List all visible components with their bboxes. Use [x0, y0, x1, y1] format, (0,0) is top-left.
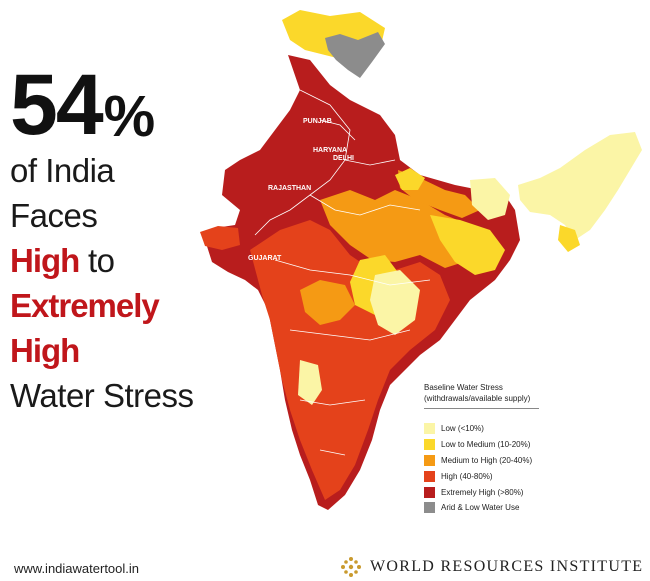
emphasis-high: High [10, 242, 80, 279]
map-region-northeast [518, 132, 642, 240]
legend-label: Low (<10%) [441, 424, 484, 434]
legend-swatch [424, 502, 435, 514]
map-region-low-3 [298, 360, 322, 405]
label-haryana: HARYANA [313, 147, 347, 154]
legend-swatch [424, 454, 435, 466]
india-water-stress-map: PUNJAB HARYANA DELHI RAJASTHAN GUJARAT [200, 10, 642, 510]
headline-line-water-stress: Water Stress [10, 377, 194, 414]
map-region-medium-high-2 [300, 280, 355, 325]
state-borders [254, 89, 431, 456]
map-region-northeast-low-medium [558, 225, 580, 252]
wri-name: WORLD RESOURCES INSTITUTE [370, 558, 644, 575]
map-region-low [370, 270, 420, 335]
legend-item: Low (<10%) [424, 421, 624, 437]
headline-line-3: High to [10, 238, 210, 283]
emphasis-extremely: Extremely [10, 287, 160, 324]
legend-item: Arid & Low Water Use [424, 500, 624, 516]
map-region-arid [325, 32, 385, 78]
legend-item: Low to Medium (10-20%) [424, 437, 624, 453]
legend-title: Baseline Water Stress (withdrawals/avail… [424, 382, 539, 409]
label-rajasthan: RAJASTHAN [268, 185, 311, 192]
legend-title-line-1: Baseline Water Stress [424, 383, 503, 392]
map-region-kutch [200, 226, 240, 250]
legend-item: Medium to High (20-40%) [424, 453, 624, 469]
legend-title-line-2: (withdrawals/available supply) [424, 394, 531, 403]
map-region-low-2 [470, 178, 510, 220]
legend-swatch [424, 423, 435, 435]
legend-swatch [424, 470, 435, 482]
legend-swatch [424, 439, 435, 451]
percent-number: 54 [10, 57, 104, 153]
headline-to: to [79, 242, 115, 279]
headline-line-1: of India [10, 152, 115, 189]
legend-label: High (40-80%) [441, 471, 493, 481]
label-punjab: PUNJAB [303, 118, 332, 125]
percent-figure: 54% [10, 62, 210, 149]
wri-logo-icon [341, 557, 361, 577]
label-delhi: DELHI [333, 155, 354, 162]
website-link[interactable]: www.indiawatertool.in [14, 561, 140, 576]
map-region-low-medium-2 [430, 215, 505, 275]
legend-label: Extremely High (>80%) [441, 487, 524, 497]
legend-item: High (40-80%) [424, 468, 624, 484]
emphasis-high-2: High [10, 332, 80, 369]
legend-label: Medium to High (20-40%) [441, 455, 533, 465]
headline: 54% of India Faces High to Extremely Hig… [10, 62, 210, 418]
percent-sign: % [103, 84, 156, 149]
legend-item: Extremely High (>80%) [424, 484, 624, 500]
map-region-high [250, 220, 450, 500]
map-legend: Baseline Water Stress (withdrawals/avail… [424, 382, 624, 516]
legend-label: Low to Medium (10-20%) [441, 440, 531, 450]
legend-list: Low (<10%) Low to Medium (10-20%) Medium… [424, 421, 624, 516]
headline-line-2: Faces [10, 197, 98, 234]
wri-logo-block: WORLD RESOURCES INSTITUTE [340, 556, 643, 578]
legend-label: Arid & Low Water Use [441, 503, 520, 513]
map-region-low-medium-3 [395, 168, 425, 190]
map-region-medium-high [320, 190, 485, 268]
label-gujarat: GUJARAT [248, 255, 282, 262]
legend-swatch [424, 486, 435, 498]
